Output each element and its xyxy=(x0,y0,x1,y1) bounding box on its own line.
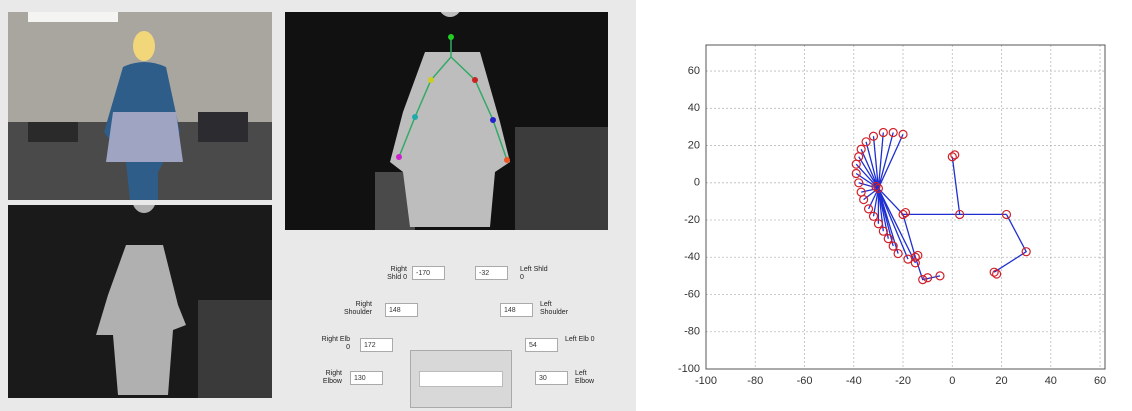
joint-label: Left Shoulder xyxy=(540,301,572,317)
angle-field[interactable]: 54 xyxy=(525,338,558,352)
x-tick-label: -100 xyxy=(695,375,717,387)
angle-field[interactable]: 30 xyxy=(535,371,568,385)
y-tick-label: -40 xyxy=(684,251,700,263)
capture-button[interactable] xyxy=(410,350,512,408)
joint-label: Right Shoulder xyxy=(340,301,372,317)
angle-field[interactable]: -32 xyxy=(475,266,508,280)
angle-field[interactable]: 172 xyxy=(360,338,393,352)
joint-label: Right Elb 0 xyxy=(318,336,350,352)
y-tick-label: 60 xyxy=(688,65,700,77)
joint-label: Left Elb 0 xyxy=(565,336,597,344)
y-tick-label: -80 xyxy=(684,326,700,338)
x-tick-label: 20 xyxy=(995,375,1007,387)
page: Right Shld 0 -170 Left Shld 0 -32 Right Shou… xyxy=(0,0,1132,411)
y-tick-label: 0 xyxy=(694,177,700,189)
angle-field[interactable]: 148 xyxy=(385,303,418,317)
y-tick-label: -20 xyxy=(684,214,700,226)
x-tick-label: 40 xyxy=(1045,375,1057,387)
angle-field[interactable]: 148 xyxy=(500,303,533,317)
y-tick-label: 20 xyxy=(688,139,700,151)
joint-label: Left Shld 0 xyxy=(520,266,552,282)
joint-label: Right Shld 0 xyxy=(375,266,407,282)
depth-view xyxy=(8,205,272,398)
angle-field[interactable]: -170 xyxy=(412,266,445,280)
x-tick-label: -60 xyxy=(797,375,813,387)
x-tick-label: -40 xyxy=(846,375,862,387)
trajectory-plot: -100 -80 -60 -40 -20 0 20 40 60 -100 -80 -60 -40 -20 0… xyxy=(660,0,1132,411)
x-tick-label: -20 xyxy=(895,375,911,387)
x-tick-label: 0 xyxy=(949,375,955,387)
y-tick-label: 40 xyxy=(688,102,700,114)
angle-field[interactable]: 130 xyxy=(350,371,383,385)
joint-label: Left Elbow xyxy=(575,370,607,386)
joint-label: Right Elbow xyxy=(310,370,342,386)
x-tick-label: -80 xyxy=(747,375,763,387)
y-tick-label: -60 xyxy=(684,288,700,300)
button-face xyxy=(419,371,503,387)
y-tick-label: -100 xyxy=(678,363,700,375)
skeleton-view xyxy=(285,12,608,230)
plot-area xyxy=(706,45,1105,369)
kinect-app: Right Shld 0 -170 Left Shld 0 -32 Right Shou… xyxy=(0,0,636,411)
rgb-view xyxy=(8,12,272,200)
x-tick-label: 60 xyxy=(1094,375,1106,387)
